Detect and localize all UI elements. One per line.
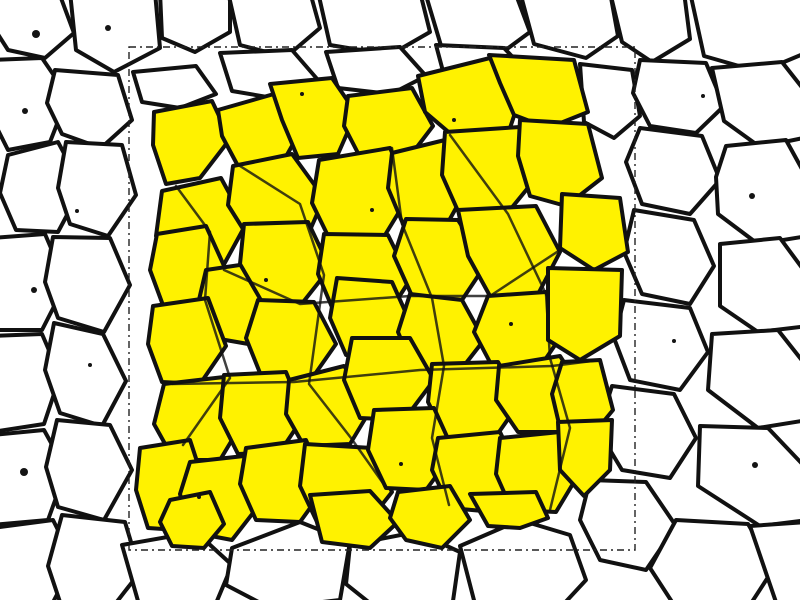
inside-texture (197, 92, 513, 499)
selection-rectangle (128, 46, 636, 551)
highlighted-cell-region (134, 53, 630, 550)
